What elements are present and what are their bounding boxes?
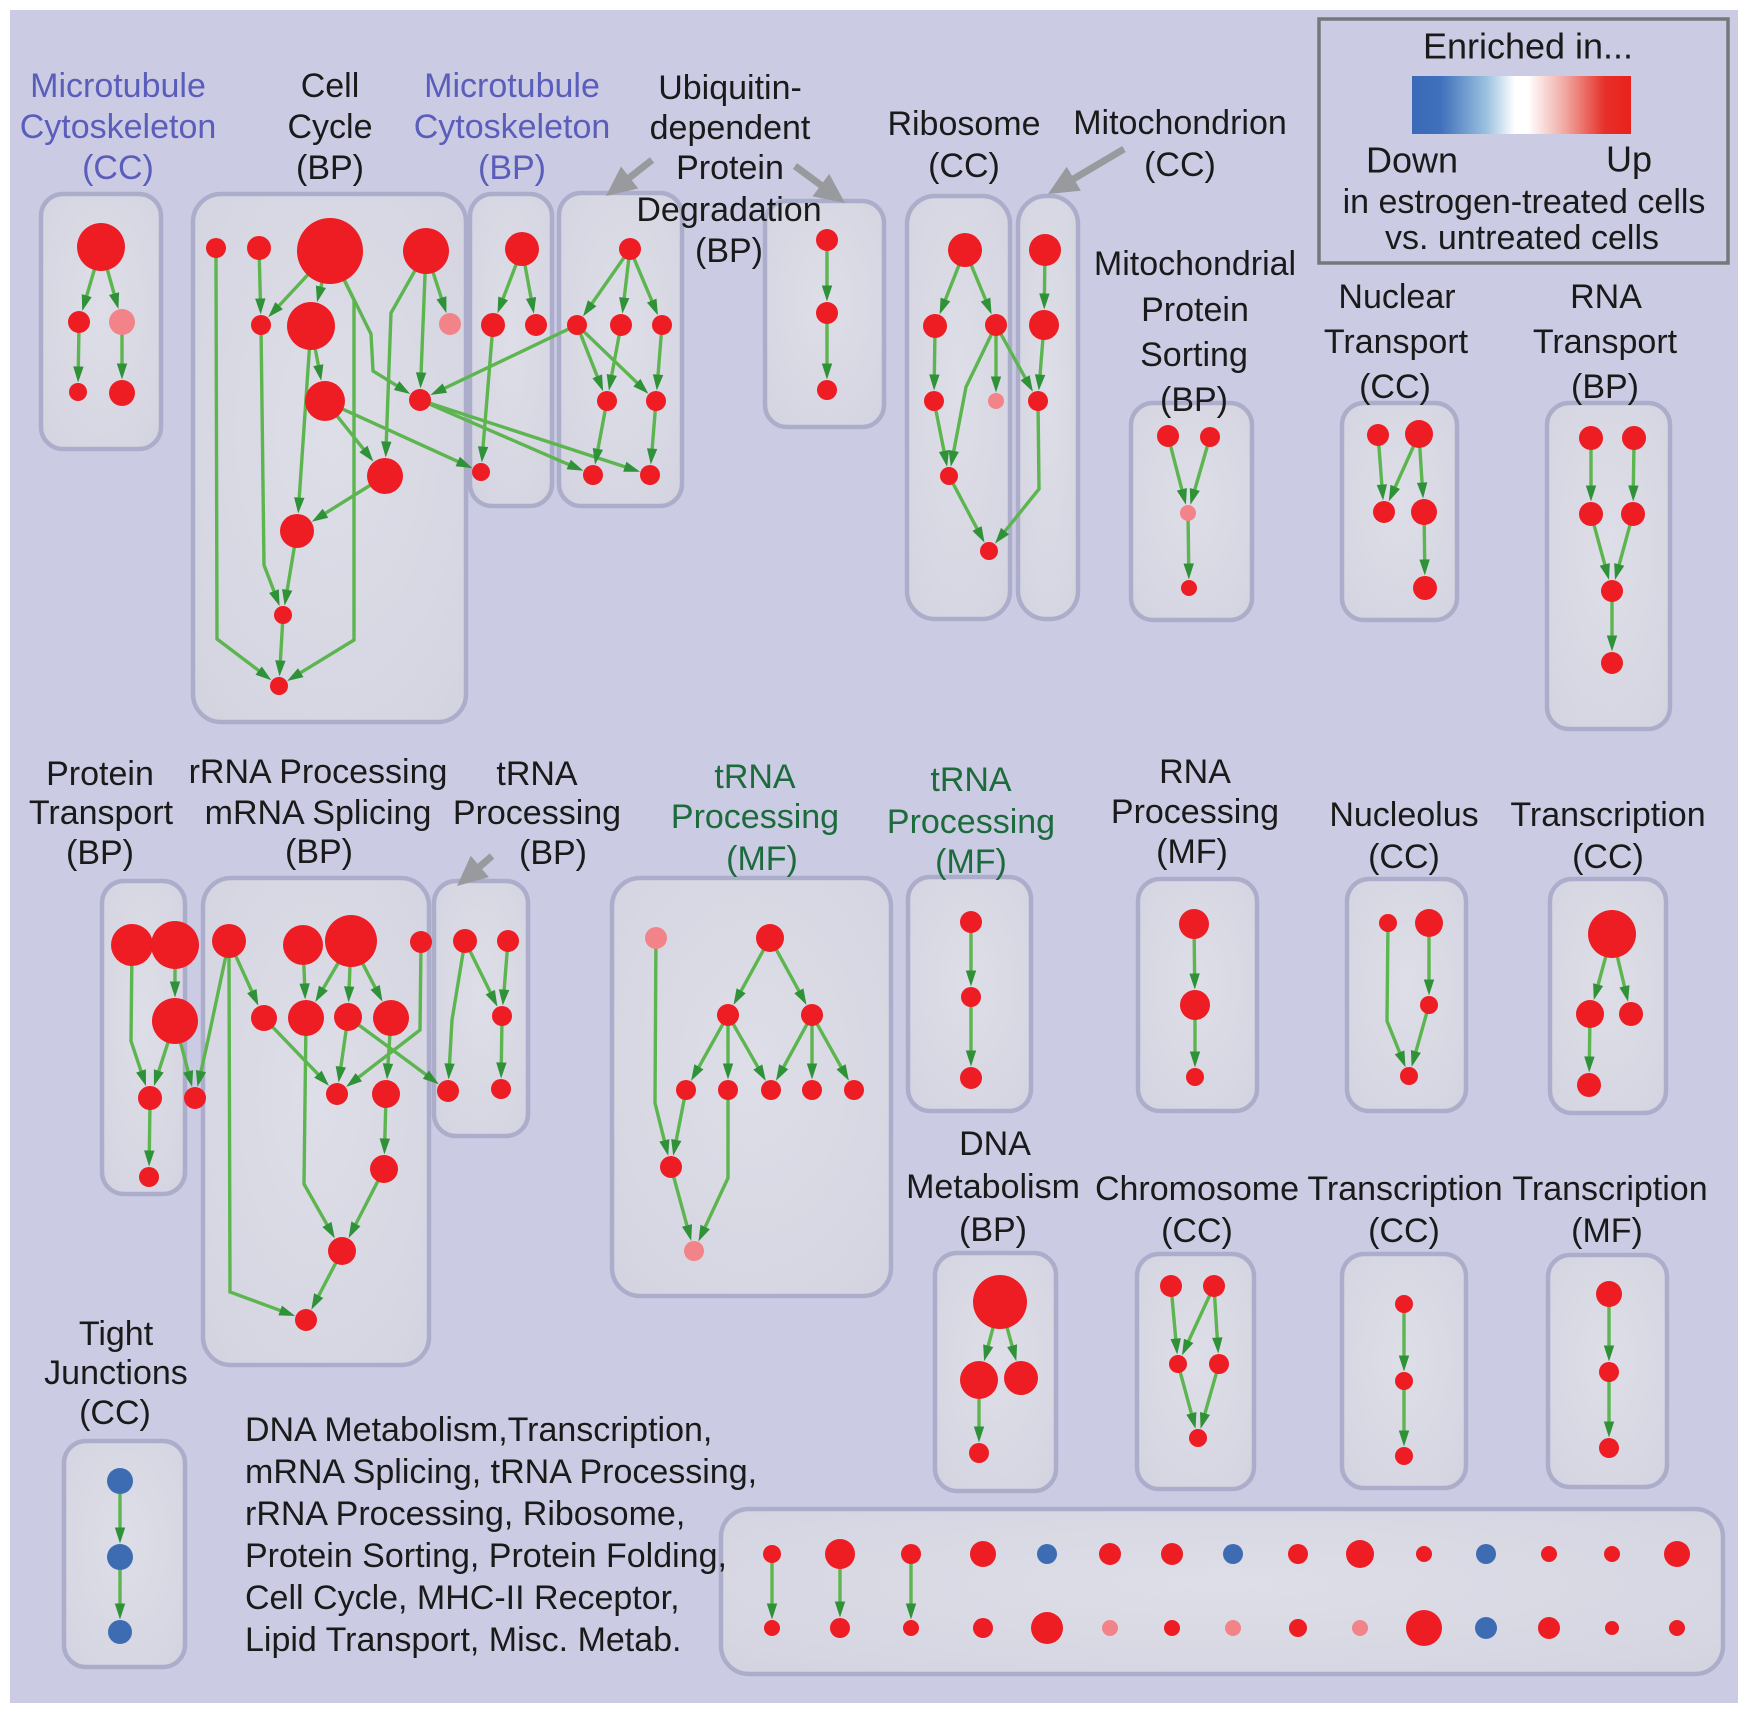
svg-text:dependent: dependent xyxy=(650,109,811,147)
svg-text:in estrogen-treated cells: in estrogen-treated cells xyxy=(1343,183,1706,221)
svg-text:Cycle: Cycle xyxy=(287,108,372,146)
svg-text:Lipid Transport, Misc. Metab.: Lipid Transport, Misc. Metab. xyxy=(245,1621,682,1659)
svg-text:(BP): (BP) xyxy=(1571,368,1639,406)
svg-text:Mitochondrial: Mitochondrial xyxy=(1094,245,1296,283)
svg-text:(CC): (CC) xyxy=(1161,1212,1233,1250)
svg-text:Transcription: Transcription xyxy=(1512,1170,1707,1208)
svg-text:Down: Down xyxy=(1366,140,1458,181)
svg-text:Junctions: Junctions xyxy=(44,1354,188,1392)
svg-text:Ubiquitin-: Ubiquitin- xyxy=(658,69,802,107)
svg-text:(BP): (BP) xyxy=(66,834,134,872)
svg-text:(BP): (BP) xyxy=(519,834,587,872)
svg-text:Cytoskeleton: Cytoskeleton xyxy=(414,108,611,146)
svg-text:(CC): (CC) xyxy=(82,149,154,187)
svg-text:(BP): (BP) xyxy=(1160,381,1228,419)
svg-text:Enriched in...: Enriched in... xyxy=(1423,26,1633,67)
svg-text:(MF): (MF) xyxy=(1156,833,1228,871)
svg-text:tRNA: tRNA xyxy=(496,755,578,793)
svg-text:(CC): (CC) xyxy=(1572,838,1644,876)
svg-text:tRNA: tRNA xyxy=(930,761,1012,799)
svg-text:Transport: Transport xyxy=(29,794,174,832)
svg-text:Metabolism: Metabolism xyxy=(906,1168,1080,1206)
svg-text:Microtubule: Microtubule xyxy=(30,67,206,105)
svg-text:mRNA Splicing: mRNA Splicing xyxy=(205,794,432,832)
svg-text:(BP): (BP) xyxy=(695,232,763,270)
svg-text:Cell Cycle, MHC-II Receptor,: Cell Cycle, MHC-II Receptor, xyxy=(245,1579,680,1617)
svg-text:(MF): (MF) xyxy=(726,840,798,878)
svg-text:RNA: RNA xyxy=(1159,753,1231,791)
svg-text:(MF): (MF) xyxy=(935,843,1007,881)
svg-text:(CC): (CC) xyxy=(1368,1212,1440,1250)
svg-text:Protein Sorting, Protein Foldi: Protein Sorting, Protein Folding, xyxy=(245,1537,727,1575)
svg-text:Protein: Protein xyxy=(46,755,154,793)
svg-text:DNA: DNA xyxy=(959,1125,1031,1163)
svg-text:Microtubule: Microtubule xyxy=(424,67,600,105)
svg-text:(BP): (BP) xyxy=(478,149,546,187)
svg-text:(BP): (BP) xyxy=(296,149,364,187)
svg-text:(CC): (CC) xyxy=(1144,146,1216,184)
svg-text:Transport: Transport xyxy=(1324,323,1469,361)
svg-text:Nuclear: Nuclear xyxy=(1338,278,1455,316)
svg-text:Processing: Processing xyxy=(1111,793,1279,831)
svg-text:(CC): (CC) xyxy=(1368,838,1440,876)
svg-text:Processing: Processing xyxy=(887,803,1055,841)
svg-text:(CC): (CC) xyxy=(1359,368,1431,406)
svg-text:rRNA Processing: rRNA Processing xyxy=(189,753,448,791)
svg-text:Cell: Cell xyxy=(301,67,360,105)
svg-text:Chromosome: Chromosome xyxy=(1095,1170,1299,1208)
svg-text:Nucleolus: Nucleolus xyxy=(1329,796,1478,834)
svg-text:Tight: Tight xyxy=(79,1315,154,1353)
svg-text:(BP): (BP) xyxy=(959,1211,1027,1249)
svg-text:vs. untreated cells: vs. untreated cells xyxy=(1385,219,1659,257)
svg-text:Degradation: Degradation xyxy=(636,191,821,229)
svg-text:Protein: Protein xyxy=(1141,291,1249,329)
svg-text:Transcription: Transcription xyxy=(1510,796,1705,834)
svg-text:Transport: Transport xyxy=(1533,323,1678,361)
svg-text:Up: Up xyxy=(1606,139,1652,180)
svg-text:Mitochondrion: Mitochondrion xyxy=(1073,104,1287,142)
svg-text:rRNA Processing, Ribosome,: rRNA Processing, Ribosome, xyxy=(245,1495,685,1533)
svg-text:Cytoskeleton: Cytoskeleton xyxy=(20,108,217,146)
svg-text:tRNA: tRNA xyxy=(714,758,796,796)
svg-text:Sorting: Sorting xyxy=(1140,336,1248,374)
svg-text:Ribosome: Ribosome xyxy=(887,105,1040,143)
svg-text:Protein: Protein xyxy=(676,149,784,187)
svg-text:(CC): (CC) xyxy=(79,1394,151,1432)
svg-text:(BP): (BP) xyxy=(285,833,353,871)
svg-text:RNA: RNA xyxy=(1570,278,1642,316)
svg-text:(MF): (MF) xyxy=(1571,1212,1643,1250)
svg-text:Processing: Processing xyxy=(671,798,839,836)
svg-text:DNA Metabolism,Transcription,: DNA Metabolism,Transcription, xyxy=(245,1411,712,1449)
svg-text:Processing: Processing xyxy=(453,794,621,832)
svg-text:(CC): (CC) xyxy=(928,147,1000,185)
svg-text:Transcription: Transcription xyxy=(1307,1170,1502,1208)
svg-text:mRNA Splicing, tRNA Processing: mRNA Splicing, tRNA Processing, xyxy=(245,1453,757,1491)
